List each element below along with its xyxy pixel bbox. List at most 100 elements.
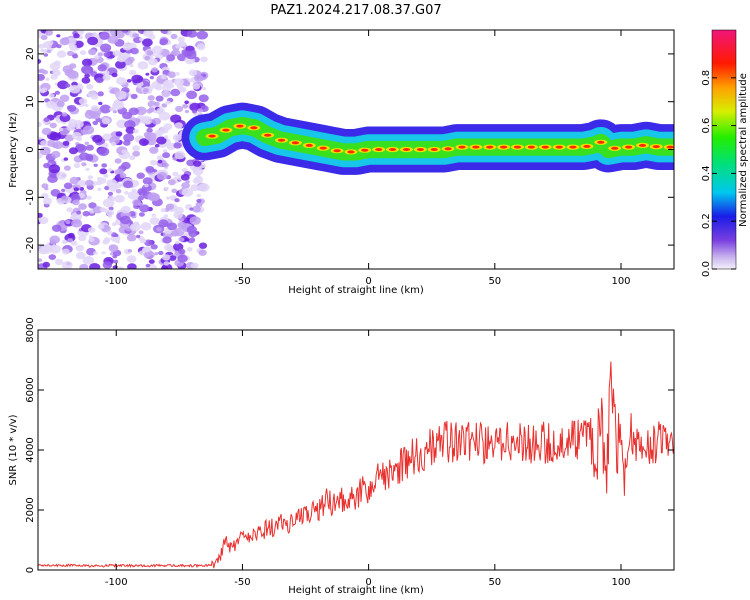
noise-blob [179, 87, 187, 93]
noise-blob [103, 237, 111, 243]
noise-blob [170, 33, 178, 40]
ridge-peak-core [402, 148, 411, 151]
noise-blob [81, 65, 93, 75]
snr-y-tick-label: 8000 [25, 317, 36, 342]
noise-blob [166, 222, 178, 231]
noise-blob [38, 136, 43, 140]
noise-blob [46, 49, 52, 54]
noise-blob [50, 74, 58, 80]
noise-blob [40, 48, 46, 53]
ridge-peak-core [375, 148, 383, 151]
noise-blob [175, 240, 180, 245]
noise-blob [98, 101, 103, 106]
colorbar-ticks: 0.0 0.2 0.4 0.6 0.8 [701, 70, 736, 277]
noise-blob [67, 232, 75, 239]
noise-blob [145, 72, 150, 76]
noise-blob [103, 70, 110, 76]
noise-blob [117, 266, 124, 269]
noise-blob [111, 72, 118, 78]
noise-blob [89, 263, 101, 269]
noise-blob [49, 132, 62, 141]
noise-blob [95, 77, 104, 84]
noise-blob [137, 195, 144, 201]
noise-blob [200, 56, 208, 63]
noise-blob [78, 203, 87, 210]
noise-blob [149, 75, 154, 80]
noise-blob [88, 48, 97, 56]
noise-blob [115, 189, 122, 194]
noise-blob [101, 117, 110, 125]
noise-blob [85, 167, 90, 171]
noise-blob [110, 141, 116, 146]
noise-blob [173, 78, 184, 86]
noise-blob [87, 175, 94, 180]
noise-blob [145, 166, 155, 173]
noise-blob [125, 227, 132, 232]
noise-blob [113, 259, 119, 264]
snr-x-tick-label: -50 [234, 577, 250, 588]
noise-blob [163, 261, 170, 266]
noise-blob [147, 95, 155, 101]
ridge-peak-core [486, 145, 494, 149]
noise-blob [178, 237, 185, 242]
noise-blob [69, 176, 80, 185]
ridge-peak-core [527, 145, 536, 149]
noise-blob [158, 250, 164, 256]
noise-blob [127, 56, 135, 63]
noise-blob [56, 34, 61, 38]
noise-blob [66, 124, 75, 131]
noise-blob [109, 107, 115, 112]
noise-blob [87, 36, 99, 46]
ridge-peak-core [597, 140, 605, 144]
noise-blob [93, 163, 98, 167]
snr-x-tick-label: 50 [488, 577, 501, 588]
noise-blob [175, 105, 184, 113]
noise-blob [90, 105, 100, 112]
noise-blob [137, 202, 143, 206]
noise-blob [101, 251, 106, 255]
noise-blob [159, 38, 169, 45]
noise-blob [107, 191, 114, 196]
noise-blob [73, 187, 80, 192]
noise-blob [186, 247, 193, 252]
noise-blob [138, 212, 145, 217]
noise-blob [48, 254, 57, 260]
noise-blob [72, 54, 79, 59]
noise-blob [38, 43, 45, 49]
noise-blob [201, 87, 206, 91]
noise-blob [44, 187, 49, 191]
noise-blob [45, 100, 56, 109]
ridge-peak-core [250, 126, 258, 130]
noise-blob [108, 206, 114, 211]
noise-blob [73, 33, 80, 39]
noise-blob [191, 109, 197, 114]
noise-blob [190, 262, 199, 269]
noise-blob [117, 55, 127, 63]
noise-blob [43, 163, 50, 169]
noise-blob [54, 90, 61, 95]
noise-blob [112, 254, 118, 259]
ridge-peak-core [458, 145, 466, 149]
noise-blob [62, 140, 70, 146]
noise-blob [143, 250, 155, 259]
noise-blob [115, 60, 126, 69]
noise-blob [127, 191, 140, 200]
noise-blob [88, 237, 95, 242]
colorbar: 0.0 0.2 0.4 0.6 0.8 Normalized spectral ampl… [701, 29, 749, 277]
noise-blob [93, 251, 98, 255]
noise-blob [81, 58, 93, 67]
noise-blob [97, 64, 107, 72]
noise-blob [126, 79, 132, 83]
noise-blob [136, 172, 145, 179]
noise-blob [156, 107, 165, 115]
ridge-peak-core [361, 148, 369, 152]
noise-blob [75, 143, 86, 152]
noise-blob [186, 30, 198, 38]
noise-blob [150, 159, 158, 166]
noise-blob [114, 194, 125, 203]
noise-blob [197, 108, 204, 113]
snr-x-tick-label: 100 [611, 577, 630, 588]
noise-blob [121, 161, 131, 170]
